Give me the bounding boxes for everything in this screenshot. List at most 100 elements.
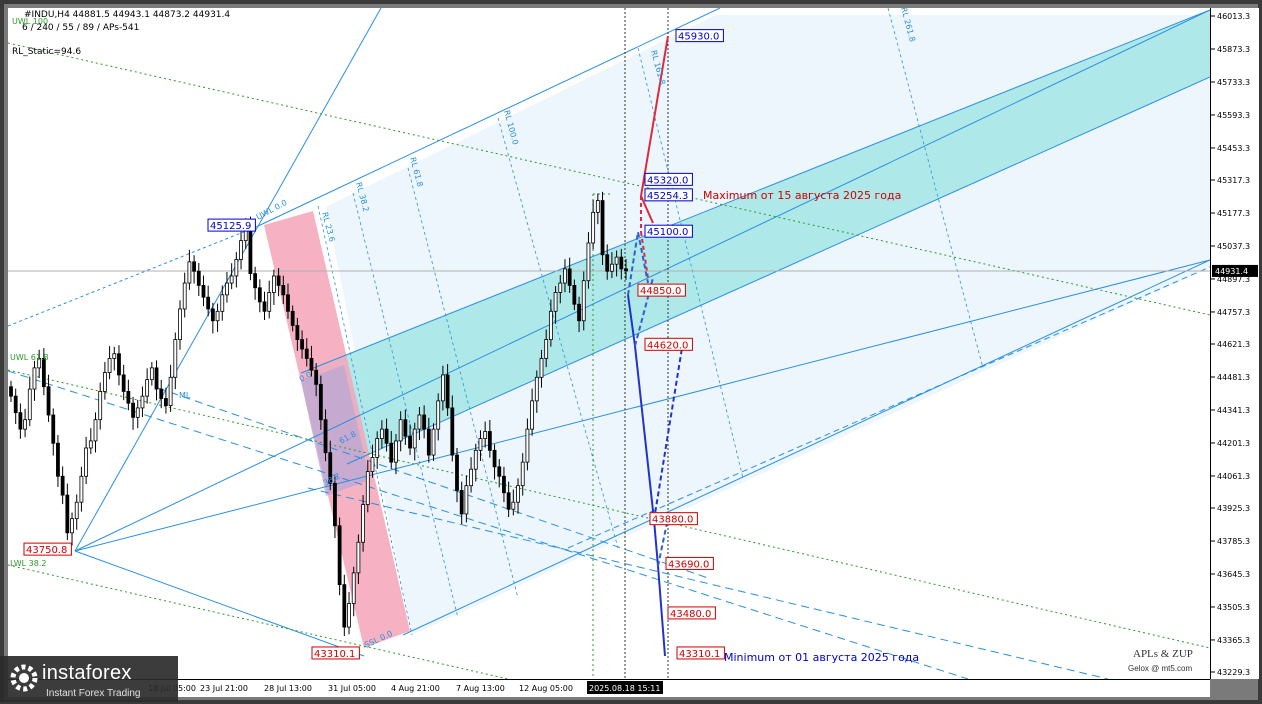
price-tick-label: 43505.3 <box>1217 603 1250 612</box>
fib-label-uwl100: UWL 100 <box>12 17 48 26</box>
candle-body <box>422 414 427 430</box>
candle-body <box>290 310 295 326</box>
candle-body <box>572 284 577 305</box>
candle-body <box>351 572 356 604</box>
candle-body <box>624 268 628 272</box>
fib-labels: RL 23.6 RL 38.2 RL 61.8 RL 100.0 RL 161.… <box>10 8 917 650</box>
candle-body <box>295 325 300 340</box>
candle-body <box>436 400 441 430</box>
candle-body <box>342 584 347 628</box>
fib-label-uwl618: UWL 61.8 <box>10 353 49 362</box>
level-labels: 45930.0 45320.0 45254.3 45100.0 44850.0 44620… <box>23 29 725 660</box>
watermark-bg <box>0 656 178 702</box>
candle-body <box>581 280 586 322</box>
candle-body <box>553 292 558 312</box>
candle-body <box>286 294 290 312</box>
candle-body <box>248 228 253 275</box>
candle-body <box>234 259 239 277</box>
candle-body <box>487 431 492 451</box>
candle-body <box>577 303 581 322</box>
candle-body <box>32 367 37 390</box>
candle-body <box>520 461 525 487</box>
time-tick-label: 2025.08.18 15:11 <box>589 684 660 693</box>
candle-body <box>497 466 502 477</box>
candle-body <box>215 310 220 322</box>
price-tick-label: 43645.3 <box>1217 570 1250 579</box>
instaforex-logo-icon <box>10 664 38 692</box>
candle-body <box>403 419 408 437</box>
candle-body <box>464 485 469 515</box>
candle-body <box>149 367 154 381</box>
candle-body <box>328 452 333 484</box>
price-tick-label: 44757.3 <box>1217 308 1250 317</box>
level-label: 45100.0 <box>647 227 688 238</box>
level-label-box <box>644 188 693 202</box>
candle-body <box>304 348 309 359</box>
price-tick-label: 43785.3 <box>1217 537 1250 546</box>
credit-aplz: APLs & ZUP <box>1133 648 1193 660</box>
candle-body <box>398 419 403 442</box>
candle-body <box>567 268 572 286</box>
params-info: 6 / 240 / 55 / 89 / APs-541 <box>22 23 140 33</box>
current-price-label: 44931.4 <box>1215 267 1248 276</box>
candle-body <box>145 379 150 397</box>
price-scale[interactable]: 46013.3 45873.3 45733.3 45593.3 45453.3 45317… <box>1210 8 1259 679</box>
price-tick-label: 45873.3 <box>1217 45 1250 54</box>
candle-body <box>93 419 98 442</box>
chart-area[interactable]: RL 23.6 RL 38.2 RL 61.8 RL 100.0 RL 161.… <box>8 8 1210 679</box>
candle-body <box>9 386 13 397</box>
level-label: 43880.0 <box>652 515 693 526</box>
level-label-box <box>644 172 693 186</box>
candle-body <box>239 240 243 260</box>
candle-body <box>530 400 535 430</box>
candle-body <box>107 358 112 373</box>
candle-body <box>563 268 567 284</box>
candle-body <box>361 504 365 543</box>
candle-body <box>516 485 520 503</box>
candle-body <box>276 275 281 286</box>
level-label-box <box>649 512 698 526</box>
time-cursor-box <box>587 681 663 694</box>
candle-body <box>318 383 323 421</box>
candle-body <box>51 414 56 444</box>
candle-body <box>314 369 319 385</box>
candle-body <box>140 395 145 409</box>
price-tick-label: 45453.3 <box>1217 144 1250 153</box>
candle-body <box>300 339 304 350</box>
candle-body <box>159 388 164 399</box>
candle-body <box>309 358 314 371</box>
candle-body <box>253 273 258 289</box>
candle-body <box>178 308 182 340</box>
swing-label: 43750.8 <box>26 545 67 556</box>
credit-gelox: Gelox @ mt5.com <box>1128 664 1193 673</box>
time-tick-label: 28 Jul 13:00 <box>264 684 312 693</box>
candle-body <box>591 211 596 244</box>
price-tick-label: 45177.3 <box>1217 209 1250 218</box>
candle-body <box>131 402 135 418</box>
candle-body <box>206 296 211 310</box>
candle-body <box>79 475 84 503</box>
candle-body <box>450 407 455 456</box>
candle-body <box>13 395 18 414</box>
candle-body <box>121 374 126 392</box>
price-tick-label: 43229.3 <box>1217 668 1250 677</box>
candle-body <box>333 482 337 527</box>
price-tick-label: 44897.3 <box>1217 275 1250 284</box>
candle-body <box>164 398 168 406</box>
price-tick-label: 43925.3 <box>1217 504 1250 513</box>
maximum-annotation: Maximum от 15 августа 2025 года <box>703 189 901 202</box>
candle-body <box>257 287 262 303</box>
candle-body <box>88 440 93 449</box>
chart-svg[interactable]: RL 23.6 RL 38.2 RL 61.8 RL 100.0 RL 161.… <box>8 8 1210 679</box>
candle-body <box>441 374 445 402</box>
candle-body <box>182 282 187 310</box>
candle-body <box>46 386 51 416</box>
level-label: 43480.0 <box>670 609 711 620</box>
candle-body <box>56 442 60 477</box>
candle-body <box>154 367 159 390</box>
level-label-box <box>665 556 714 570</box>
candle-body <box>267 292 272 312</box>
candle-body <box>483 431 488 439</box>
